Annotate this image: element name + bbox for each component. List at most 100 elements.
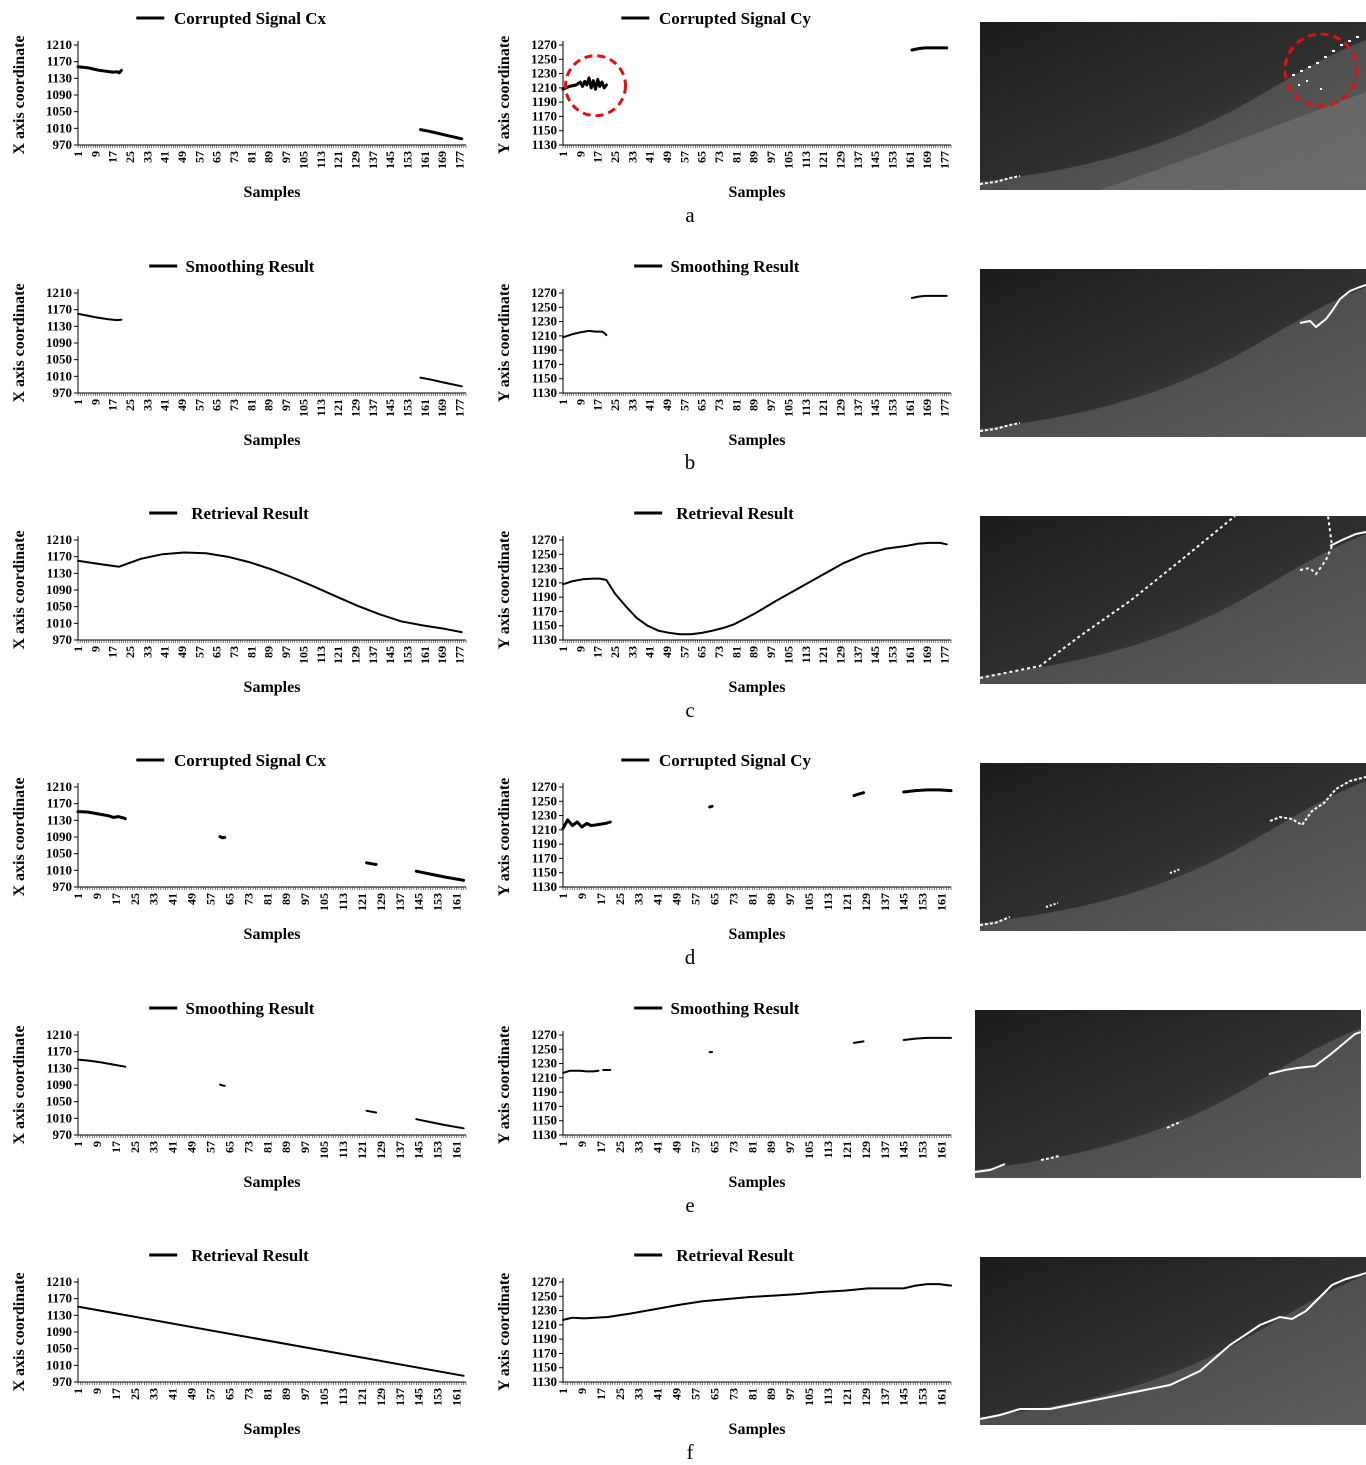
row-label-f: f [686,1440,694,1464]
x-tick-label: 137 [851,151,865,169]
depth-map-image [980,763,1366,931]
y-tick-label: 1090 [46,335,72,350]
x-tick-label: 9 [88,151,102,157]
x-tick-label: 73 [726,1388,740,1400]
x-tick-label: 49 [670,893,684,905]
series-line-segment [562,541,948,636]
y-tick-label: 1010 [46,1357,72,1372]
x-tick-label: 33 [625,399,639,411]
y-axis-label: X axis coordinate [11,777,28,896]
y-tick-label: 970 [53,137,73,152]
x-tick-label: 145 [412,1388,426,1406]
y-axis-label: X axis coordinate [11,283,28,402]
x-tick-label: 17 [591,151,605,163]
x-tick-label: 113 [314,151,328,168]
x-tick-label: 137 [878,1388,892,1406]
chart-legend: Corrupted Signal Cy [621,9,812,28]
x-tick-label: 81 [745,1388,759,1400]
x-tick-label: 145 [412,893,426,911]
row-label-a: a [685,203,695,227]
x-tick-label: 121 [331,399,345,417]
x-tick-label: 161 [903,399,917,417]
x-tick-label: 73 [712,646,726,658]
y-tick-label: 970 [53,1374,73,1389]
x-tick-label: 25 [128,1388,142,1400]
x-tick-label: 1 [71,893,85,899]
x-tick-label: 57 [677,646,691,658]
chart-legend: Retrieval Result [634,1246,794,1265]
x-tick-label: 105 [317,1141,331,1159]
y-axis-label: Y axis coordinate [496,1026,513,1145]
x-tick-label: 153 [431,893,445,911]
x-tick-label: 121 [355,893,369,911]
x-tick-label: 153 [885,151,899,169]
x-tick-label: 41 [651,893,665,905]
x-tick-label: 97 [298,1141,312,1153]
x-tick-label: 1 [556,151,570,157]
x-tick-label: 145 [897,1388,911,1406]
y-tick-label: 970 [53,879,73,894]
x-tick-label: 9 [90,893,104,899]
x-tick-label: 105 [802,1388,816,1406]
chart-legend: Retrieval Result [149,1246,309,1265]
y-tick-label: 1050 [46,599,72,614]
y-tick-label: 1150 [532,371,557,386]
x-tick-label: 97 [783,1388,797,1400]
x-tick-label: 81 [260,893,274,905]
y-tick-label: 1170 [47,54,72,69]
x-axis-label: Samples [244,679,301,696]
x-tick-label: 57 [688,893,702,905]
red-dashed-circle-highlight [1283,32,1359,108]
x-tick-label: 161 [935,1141,949,1159]
y-tick-label: 1230 [531,314,557,329]
x-tick-label: 73 [241,1388,255,1400]
chart-legend: Corrupted Signal Cx [136,9,327,28]
x-tick-label: 89 [764,1141,778,1153]
x-tick-label: 49 [660,151,674,163]
y-axis-label: Y axis coordinate [496,1273,513,1392]
series-line-segment [852,791,865,798]
chart-title: Retrieval Result [191,504,309,523]
x-tick-label: 145 [868,151,882,169]
x-tick-label: 137 [393,1141,407,1159]
x-tick-label: 89 [747,151,761,163]
x-tick-label: 89 [262,646,276,658]
y-axis-label: Y axis coordinate [496,36,513,155]
x-tick-label: 1 [556,1388,570,1394]
x-tick-label: 17 [594,893,608,905]
x-tick-label: 25 [123,399,137,411]
x-tick-label: 161 [418,646,432,664]
series-line-segment [562,1283,952,1321]
x-tick-label: 153 [431,1388,445,1406]
x-tick-label: 9 [573,151,587,157]
x-tick-label: 153 [916,1141,930,1159]
y-tick-label: 1210 [46,532,72,547]
series-line-segment [76,810,127,821]
y-tick-label: 1170 [47,1044,72,1059]
x-tick-label: 57 [677,151,691,163]
x-axis-label: Samples [729,1421,786,1438]
x-tick-label: 17 [106,399,120,411]
x-tick-label: 145 [868,646,882,664]
x-tick-label: 89 [747,646,761,658]
x-tick-label: 113 [821,1388,835,1405]
y-tick-label: 1010 [46,368,72,383]
x-tick-label: 145 [897,893,911,911]
x-tick-label: 97 [298,1388,312,1400]
x-tick-label: 129 [859,1388,873,1406]
x-tick-label: 129 [348,646,362,664]
x-tick-label: 161 [450,1141,464,1159]
chart-legend: Retrieval Result [149,504,309,523]
y-tick-label: 1130 [532,879,557,894]
y-tick-label: 1170 [47,796,72,811]
x-tick-label: 73 [241,1141,255,1153]
x-tick-label: 121 [331,646,345,664]
y-tick-label: 1010 [46,615,72,630]
series-line-segment [562,329,608,339]
y-tick-label: 1250 [531,1288,557,1303]
series-line-segment [77,1058,127,1068]
x-tick-label: 137 [878,893,892,911]
x-tick-label: 113 [799,399,813,416]
x-tick-label: 25 [128,1141,142,1153]
x-tick-label: 9 [575,893,589,899]
